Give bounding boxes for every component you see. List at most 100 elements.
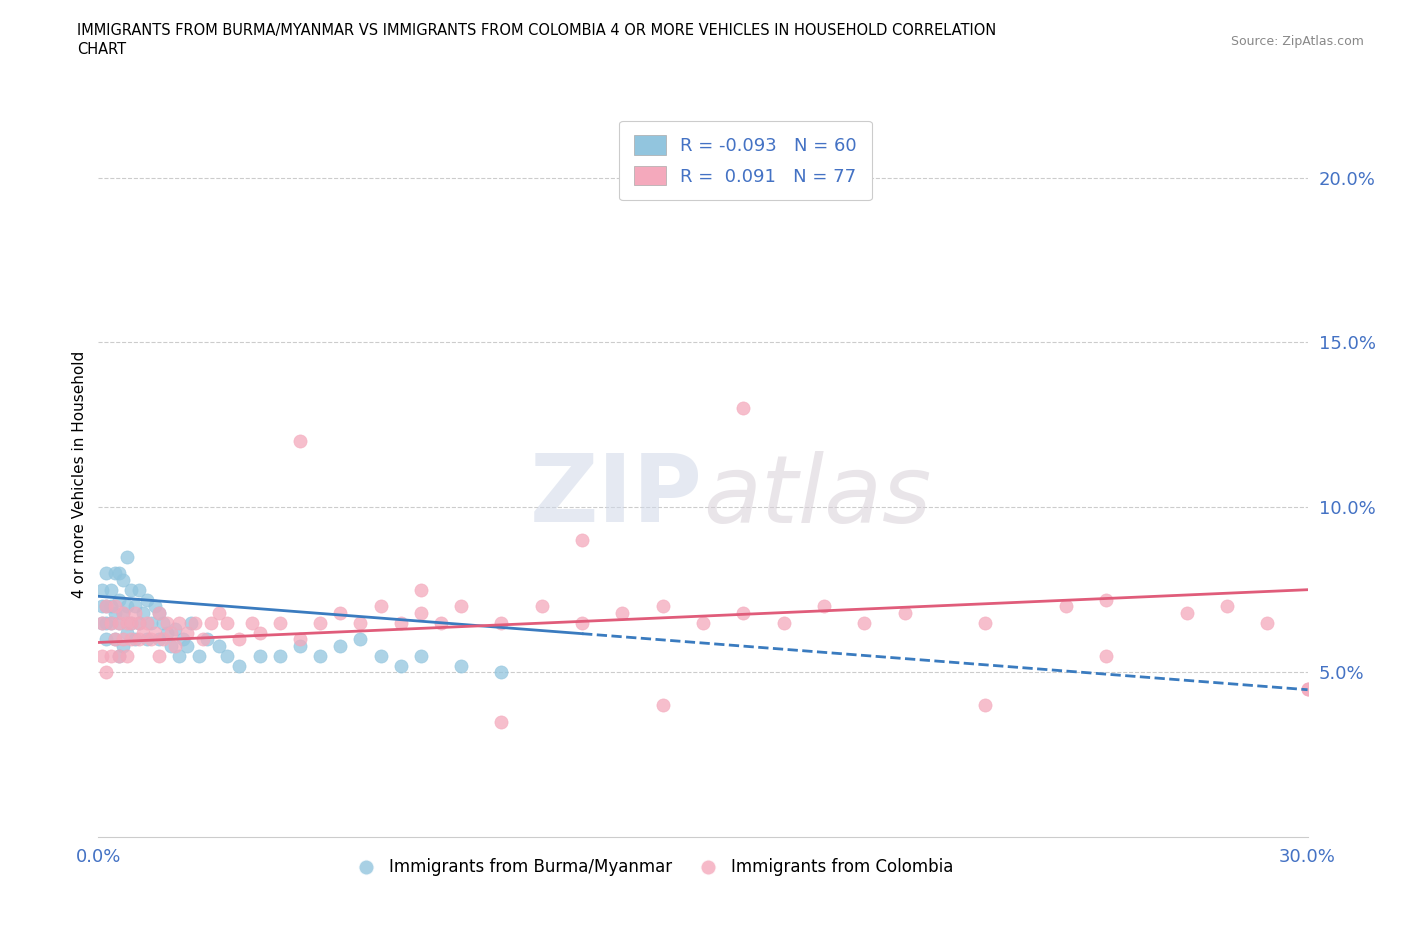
Point (240, 616, 263, 631)
Point (120, 582, 142, 597)
Point (139, 616, 162, 631)
Point (167, 648, 190, 663)
Point (128, 582, 150, 597)
Point (96, 665, 118, 680)
Point (612, 605, 634, 620)
Point (1095, 592, 1118, 607)
Point (208, 605, 231, 620)
Point (1296, 681, 1319, 696)
Point (195, 631, 218, 646)
Point (651, 599, 673, 614)
Point (184, 616, 207, 631)
Point (100, 616, 122, 631)
Text: IMMIGRANTS FROM BURMA/MYANMAR VS IMMIGRANTS FROM COLOMBIA 4 OR MORE VEHICLES IN : IMMIGRANTS FROM BURMA/MYANMAR VS IMMIGRA… (77, 23, 997, 38)
Point (370, 648, 392, 663)
Point (139, 631, 162, 646)
Point (491, 665, 513, 680)
Point (228, 631, 250, 646)
Point (1095, 648, 1118, 663)
Point (200, 616, 222, 631)
Point (103, 631, 125, 646)
Point (128, 616, 150, 631)
Point (1054, 599, 1077, 614)
Point (107, 616, 129, 631)
Point (111, 605, 134, 620)
Point (349, 616, 371, 631)
Point (288, 638, 311, 653)
Point (107, 592, 129, 607)
Point (135, 616, 157, 631)
Point (370, 599, 392, 614)
Text: Source: ZipAtlas.com: Source: ZipAtlas.com (1230, 35, 1364, 48)
Point (349, 631, 371, 646)
Point (491, 616, 513, 631)
Point (813, 599, 835, 614)
Point (143, 625, 166, 640)
Point (491, 714, 513, 729)
Point (107, 616, 129, 631)
Text: CHART: CHART (77, 42, 127, 57)
Point (124, 599, 146, 614)
Point (180, 616, 202, 631)
Point (389, 616, 412, 631)
Point (1216, 599, 1239, 614)
Point (228, 658, 250, 673)
Point (132, 605, 155, 620)
Point (1256, 616, 1278, 631)
Point (974, 698, 997, 712)
Point (128, 631, 150, 646)
Point (111, 572, 134, 587)
Point (160, 625, 183, 640)
Point (124, 631, 146, 646)
Point (96, 631, 118, 646)
Point (111, 638, 134, 653)
Point (115, 616, 138, 631)
Point (100, 599, 122, 614)
Point (176, 625, 198, 640)
Point (156, 625, 179, 640)
Point (107, 648, 129, 663)
Point (692, 616, 714, 631)
Point (135, 592, 157, 607)
Point (100, 648, 122, 663)
Point (148, 631, 170, 646)
Point (409, 582, 432, 597)
Point (100, 616, 122, 631)
Point (813, 170, 835, 185)
Point (217, 616, 239, 631)
Point (208, 638, 231, 653)
Point (115, 599, 138, 614)
Point (120, 616, 142, 631)
Point (152, 631, 174, 646)
Point (329, 638, 352, 653)
Point (571, 533, 593, 548)
Point (172, 631, 194, 646)
Point (115, 625, 138, 640)
Point (111, 605, 134, 620)
Point (450, 658, 472, 673)
Point (163, 638, 186, 653)
Point (115, 648, 138, 663)
Point (103, 565, 125, 580)
Point (96, 565, 118, 580)
Y-axis label: 4 or more Vehicles in Household: 4 or more Vehicles in Household (72, 351, 87, 598)
Point (176, 638, 198, 653)
Point (530, 599, 553, 614)
Legend: Immigrants from Burma/Myanmar, Immigrants from Colombia: Immigrants from Burma/Myanmar, Immigrant… (349, 852, 960, 883)
Point (135, 631, 157, 646)
Point (193, 631, 215, 646)
Point (1175, 605, 1198, 620)
Point (96, 599, 118, 614)
Point (91, 648, 114, 663)
Point (103, 605, 125, 620)
Point (167, 616, 190, 631)
Point (329, 605, 352, 620)
Point (288, 434, 311, 449)
Point (309, 648, 332, 663)
Point (115, 550, 138, 565)
Point (288, 631, 311, 646)
Point (409, 648, 432, 663)
Point (107, 648, 129, 663)
Point (249, 625, 271, 640)
Point (132, 625, 155, 640)
